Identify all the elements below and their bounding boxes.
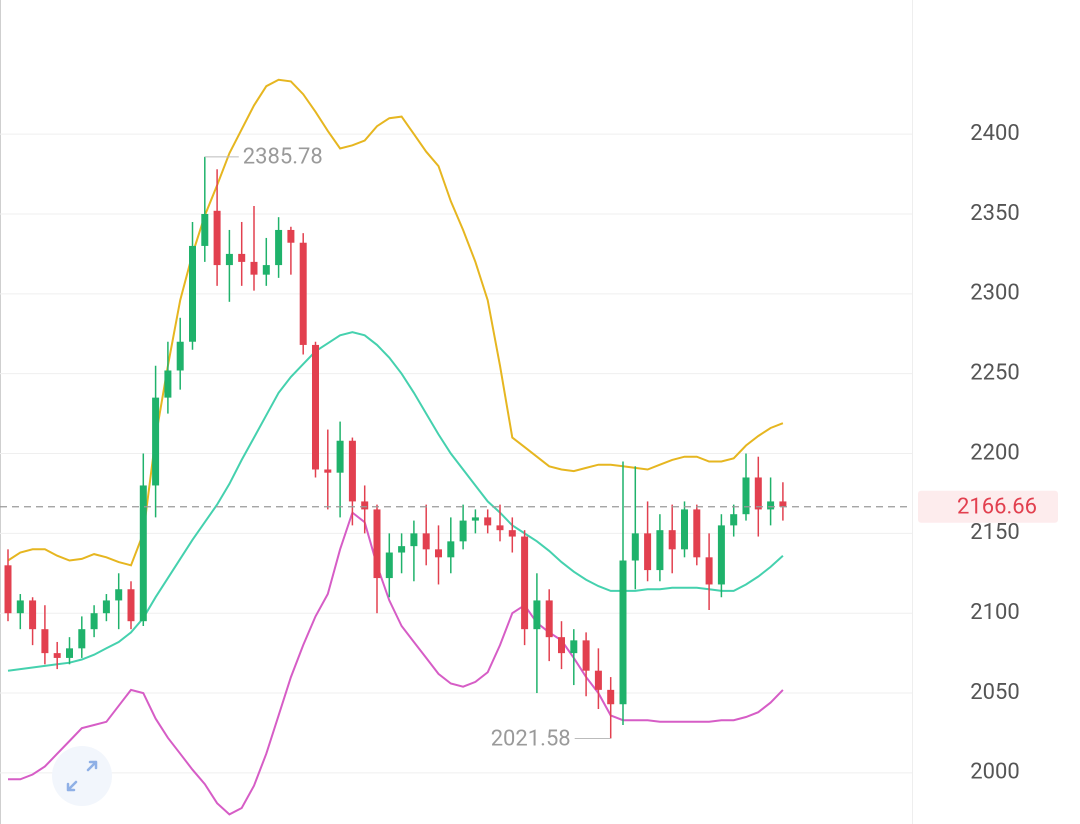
candle-body (496, 525, 504, 531)
candle-body (398, 546, 406, 553)
candle-body (102, 600, 110, 614)
candle-body (742, 477, 750, 515)
candle-body (668, 530, 676, 550)
candle-body (225, 253, 233, 266)
candle-body (656, 530, 664, 571)
candle-body (41, 629, 49, 654)
candle-body (312, 344, 319, 470)
y-tick-label: 2050 (970, 680, 1019, 705)
band-line (8, 510, 784, 816)
candle-body (459, 520, 467, 542)
band-line (7, 331, 784, 672)
candle-body (644, 533, 652, 571)
candle-body (681, 509, 688, 550)
candle-body (127, 589, 135, 622)
candle-body (66, 648, 73, 658)
candle-body (471, 517, 479, 521)
y-tick-label: 2200 (970, 440, 1019, 465)
candle-body (213, 210, 221, 266)
y-tick-label: 2400 (970, 121, 1019, 146)
high-label: 2385.78 (243, 145, 323, 170)
candle-body (275, 229, 283, 266)
candle-body (594, 670, 602, 690)
candle-body (238, 253, 246, 262)
expand-button-bg[interactable] (52, 746, 112, 806)
candle-body (754, 477, 762, 510)
candle-body (287, 229, 295, 243)
y-tick-label: 2100 (970, 600, 1019, 625)
candle-body (324, 469, 332, 473)
candle-body (779, 501, 787, 507)
expand-button[interactable] (52, 746, 112, 806)
candle-body (373, 509, 381, 579)
y-tick-label: 2150 (970, 520, 1019, 545)
candle-body (435, 549, 442, 558)
candle-body (422, 533, 430, 550)
candle-body (570, 640, 578, 654)
candle-body (484, 517, 492, 526)
candle-body (164, 370, 172, 398)
labels: 2385.78 2021.58 2166.66 (0, 145, 1058, 751)
y-tick-label: 2350 (970, 201, 1019, 226)
candle-body (299, 242, 307, 345)
candle-body (201, 213, 209, 246)
candle-body (631, 533, 639, 561)
candle-body (508, 530, 516, 537)
last-price-bg (918, 490, 1058, 523)
candle-body (115, 589, 123, 601)
candle-body (730, 514, 738, 526)
low-label: 2021.58 (491, 726, 571, 751)
candle-body (717, 525, 725, 585)
candle-body (250, 261, 258, 275)
candle-body (139, 485, 147, 622)
candle-body (348, 440, 356, 502)
last-price-label: 2166.66 (957, 495, 1037, 520)
y-tick-label: 2250 (970, 360, 1019, 385)
candle-body (545, 600, 553, 638)
band-line (7, 78, 784, 567)
candle-body (262, 265, 270, 275)
candle-body (176, 341, 184, 371)
candle-body (361, 501, 369, 510)
candle-body (410, 533, 418, 547)
candle-body (693, 509, 701, 558)
expand-icon[interactable] (66, 760, 98, 792)
candle-body (53, 653, 61, 658)
candle-body (767, 501, 775, 510)
candle-body (29, 600, 37, 630)
candle-body (558, 637, 565, 654)
candle-body (152, 397, 160, 486)
y-tick-label: 2300 (970, 281, 1019, 306)
y-tick-label: 2000 (970, 760, 1019, 785)
candle-body (189, 245, 196, 342)
candle-body (521, 536, 529, 630)
candle-body (336, 440, 344, 473)
candle-body (385, 552, 393, 579)
candle-body (78, 629, 86, 649)
candle-body (447, 541, 455, 558)
candle-body (4, 565, 12, 614)
candle-body (607, 689, 615, 705)
candle-body (533, 600, 541, 630)
bands (7, 78, 784, 816)
candle-body (705, 557, 713, 585)
candle-body (582, 640, 590, 671)
candle-body (90, 613, 98, 630)
candles (4, 156, 787, 739)
candle-body (16, 600, 24, 614)
candle-body (619, 560, 627, 705)
